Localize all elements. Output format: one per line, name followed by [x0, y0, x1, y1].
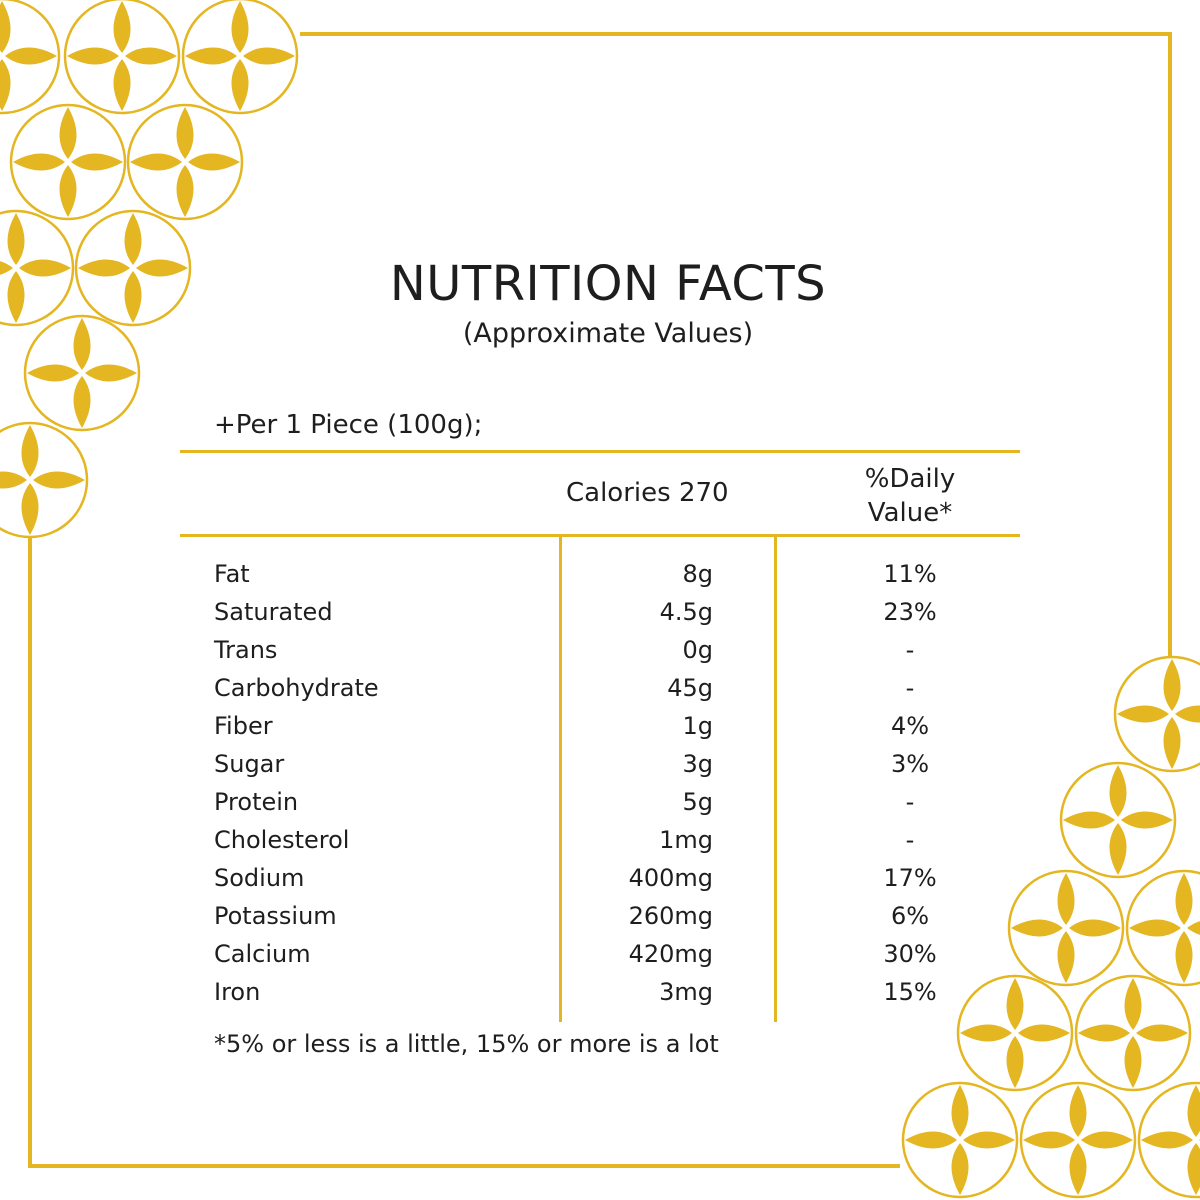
page-subtitle: (Approximate Values)	[462, 318, 754, 349]
calories-header: Calories 270	[566, 478, 729, 508]
table-row: Sugar 3g 3%	[0, 750, 1200, 788]
nutrient-daily-value: 11%	[883, 560, 937, 588]
table-row: Saturated 4.5g 23%	[0, 598, 1200, 636]
table-row: Trans 0g -	[0, 636, 1200, 674]
table-row: Protein 5g -	[0, 788, 1200, 826]
daily-value-header-line1: %Daily	[864, 464, 956, 494]
nutrient-amount: 0g	[682, 636, 713, 664]
nutrient-name: Potassium	[214, 902, 337, 930]
nutrient-name: Sugar	[214, 750, 285, 778]
table-row: Sodium 400mg 17%	[0, 864, 1200, 902]
table-row: Fat 8g 11%	[0, 560, 1200, 598]
nutrient-daily-value: 4%	[890, 712, 930, 740]
nutrient-amount: 8g	[682, 560, 713, 588]
nutrient-name: Cholesterol	[214, 826, 350, 854]
nutrient-daily-value: -	[905, 636, 915, 664]
nutrient-amount: 45g	[667, 674, 713, 702]
nutrient-name: Trans	[214, 636, 278, 664]
nutrient-daily-value: 23%	[883, 598, 937, 626]
nutrient-daily-value: 17%	[883, 864, 937, 892]
table-row: Fiber 1g 4%	[0, 712, 1200, 750]
table-row: Cholesterol 1mg -	[0, 826, 1200, 864]
nutrient-daily-value: 15%	[883, 978, 937, 1006]
column-divider-daily-value	[774, 536, 777, 1022]
nutrient-name: Fiber	[214, 712, 273, 740]
serving-size: +Per 1 Piece (100g);	[214, 410, 483, 440]
table-row: Potassium 260mg 6%	[0, 902, 1200, 940]
nutrient-daily-value: 30%	[883, 940, 937, 968]
nutrient-name: Protein	[214, 788, 299, 816]
nutrient-amount: 420mg	[628, 940, 713, 968]
nutrient-name: Iron	[214, 978, 261, 1006]
nutrient-amount: 3mg	[659, 978, 713, 1006]
footnote: *5% or less is a little, 15% or more is …	[214, 1030, 719, 1058]
table-top-rule	[180, 450, 1020, 453]
daily-value-header-line2: Value*	[867, 498, 953, 528]
nutrient-amount: 1g	[682, 712, 713, 740]
nutrient-name: Saturated	[214, 598, 333, 626]
nutrient-name: Sodium	[214, 864, 305, 892]
nutrient-name: Calcium	[214, 940, 311, 968]
nutrient-daily-value: -	[905, 826, 915, 854]
nutrient-amount: 400mg	[628, 864, 713, 892]
nutrient-daily-value: 3%	[890, 750, 930, 778]
table-row: Carbohydrate 45g -	[0, 674, 1200, 712]
nutrient-amount: 1mg	[659, 826, 713, 854]
table-row: Iron 3mg 15%	[0, 978, 1200, 1016]
nutrient-amount: 4.5g	[659, 598, 713, 626]
nutrient-daily-value: -	[905, 674, 915, 702]
nutrient-daily-value: -	[905, 788, 915, 816]
daily-value-header: %Daily Value*	[840, 462, 980, 530]
nutrient-amount: 5g	[682, 788, 713, 816]
table-header-rule	[180, 534, 1020, 537]
page-title: NUTRITION FACTS	[389, 256, 827, 312]
nutrient-name: Fat	[214, 560, 250, 588]
nutrient-name: Carbohydrate	[214, 674, 379, 702]
table-row: Calcium 420mg 30%	[0, 940, 1200, 978]
nutrient-daily-value: 6%	[890, 902, 930, 930]
nutrient-amount: 260mg	[628, 902, 713, 930]
column-divider-amount	[559, 536, 562, 1022]
nutrient-amount: 3g	[682, 750, 713, 778]
